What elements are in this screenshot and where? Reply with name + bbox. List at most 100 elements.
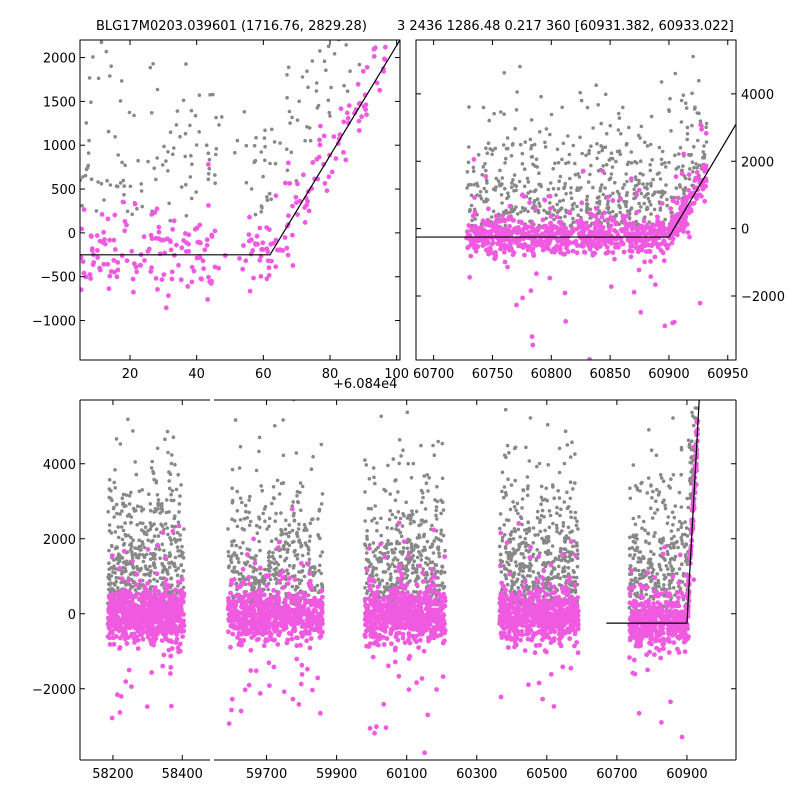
data-point-gray xyxy=(348,69,352,73)
data-point-gray xyxy=(536,571,541,575)
data-point-gray xyxy=(663,165,668,169)
data-point-gray xyxy=(555,202,559,207)
data-point-gray xyxy=(273,424,277,428)
data-point-gray xyxy=(599,121,603,126)
data-point-pink xyxy=(168,239,173,245)
data-point-gray xyxy=(420,500,424,505)
data-point-gray xyxy=(266,555,271,559)
data-point-pink xyxy=(643,249,649,255)
data-point-gray xyxy=(502,112,506,116)
data-point-pink xyxy=(144,704,150,709)
data-point-pink xyxy=(105,261,111,267)
data-point-gray xyxy=(364,463,369,467)
data-point-gray xyxy=(130,550,134,554)
data-point-gray xyxy=(505,196,509,201)
data-point-gray xyxy=(265,527,269,531)
data-point-gray xyxy=(113,468,117,472)
data-point-gray xyxy=(484,189,489,194)
data-point-gray xyxy=(86,151,91,155)
data-point-gray xyxy=(690,410,694,415)
data-point-gray xyxy=(506,191,510,195)
data-point-gray xyxy=(535,464,539,469)
data-point-gray xyxy=(140,540,144,544)
data-point-pink xyxy=(547,275,553,281)
data-point-pink xyxy=(107,642,113,647)
data-point-pink xyxy=(107,237,112,243)
data-point-gray xyxy=(575,543,579,548)
data-point-gray xyxy=(432,539,437,543)
data-point-pink xyxy=(170,595,176,601)
data-point-gray xyxy=(259,484,264,488)
data-point-gray xyxy=(659,157,664,162)
data-point-gray xyxy=(410,509,414,513)
data-point-pink xyxy=(122,228,128,234)
data-point-gray xyxy=(376,559,381,564)
data-point-gray xyxy=(515,212,520,216)
data-point-gray xyxy=(589,163,593,168)
data-point-gray xyxy=(367,477,372,481)
data-point-gray xyxy=(500,470,505,475)
y-tick-label: −1000 xyxy=(32,315,76,330)
data-point-gray xyxy=(536,509,540,514)
data-point-gray xyxy=(536,533,540,537)
data-point-pink xyxy=(356,128,362,133)
data-point-pink xyxy=(179,593,185,599)
data-point-gray xyxy=(369,507,374,511)
data-point-gray xyxy=(558,513,562,518)
data-point-pink xyxy=(148,269,154,274)
data-point-gray xyxy=(536,210,541,215)
data-point-pink xyxy=(563,319,569,324)
data-point-gray xyxy=(555,575,560,580)
data-point-gray xyxy=(303,525,308,530)
data-point-gray xyxy=(107,477,112,482)
data-point-gray xyxy=(594,83,598,87)
data-point-gray xyxy=(248,564,252,568)
data-point-gray xyxy=(469,203,474,208)
data-point-gray xyxy=(149,524,153,528)
data-point-gray xyxy=(265,198,270,202)
data-point-pink xyxy=(111,641,117,647)
data-point-pink xyxy=(140,597,146,603)
data-point-gray xyxy=(217,123,221,127)
data-point-gray xyxy=(233,418,238,422)
data-point-gray xyxy=(312,565,317,569)
data-point-gray xyxy=(642,194,647,199)
x-tick-label: 60950 xyxy=(707,367,748,382)
data-point-gray xyxy=(371,574,375,578)
data-point-pink xyxy=(264,276,270,282)
data-point-gray xyxy=(182,527,186,531)
data-point-pink xyxy=(169,703,174,709)
data-point-gray xyxy=(249,187,254,191)
data-point-pink xyxy=(175,645,181,651)
data-point-gray xyxy=(268,565,273,570)
data-point-pink xyxy=(118,694,124,699)
data-point-gray xyxy=(552,208,557,212)
data-point-gray xyxy=(644,592,648,597)
data-point-gray xyxy=(245,547,250,551)
data-point-gray xyxy=(118,442,123,446)
data-point-gray xyxy=(116,153,120,157)
data-point-gray xyxy=(178,494,182,498)
data-point-pink xyxy=(578,243,584,248)
data-point-pink xyxy=(266,265,272,271)
data-point-gray xyxy=(528,189,533,194)
data-point-pink xyxy=(161,605,167,611)
data-point-gray xyxy=(174,487,179,492)
data-point-gray xyxy=(261,579,265,584)
data-point-gray xyxy=(669,477,673,482)
data-point-gray xyxy=(557,179,561,183)
data-point-gray xyxy=(543,564,548,569)
data-point-gray xyxy=(277,492,282,496)
data-point-pink xyxy=(507,223,512,229)
data-point-gray xyxy=(496,179,501,183)
data-point-gray xyxy=(149,111,154,115)
data-point-gray xyxy=(566,134,570,138)
data-point-gray xyxy=(649,203,653,207)
data-point-gray xyxy=(564,161,568,166)
data-point-gray xyxy=(542,561,546,565)
data-point-gray xyxy=(285,568,289,572)
data-point-gray xyxy=(204,143,209,147)
data-point-gray xyxy=(313,585,317,590)
data-point-gray xyxy=(296,500,301,505)
data-point-gray xyxy=(537,201,541,205)
